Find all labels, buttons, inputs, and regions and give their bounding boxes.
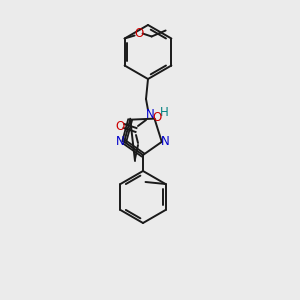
Text: N: N [160, 135, 169, 148]
Text: N: N [146, 109, 154, 122]
Text: O: O [153, 111, 162, 124]
Text: O: O [134, 27, 143, 40]
Text: H: H [160, 106, 168, 119]
Text: N: N [116, 135, 124, 148]
Text: O: O [116, 119, 124, 133]
